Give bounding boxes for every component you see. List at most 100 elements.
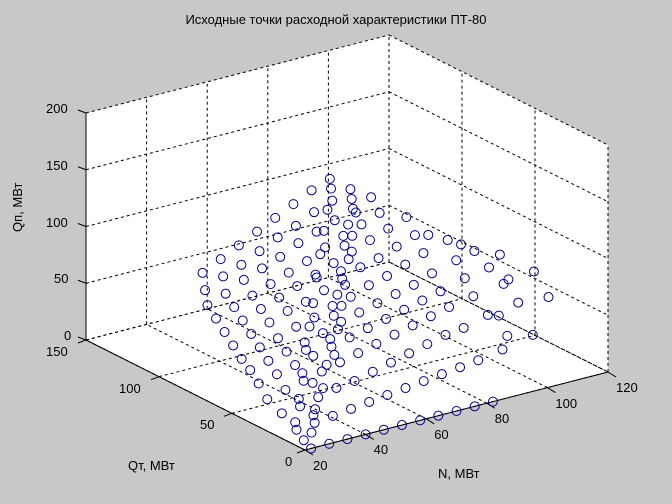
data-point [382, 271, 393, 282]
z-tick-label: 0 [64, 328, 72, 343]
y-tick-label: 100 [119, 380, 141, 396]
data-point [290, 220, 301, 231]
data-point [527, 329, 538, 340]
grid-z-right [388, 91, 609, 203]
data-point [327, 410, 338, 421]
data-point [354, 307, 365, 318]
data-point [339, 240, 350, 251]
data-point [382, 390, 393, 401]
data-point [355, 262, 366, 273]
data-point [391, 241, 402, 252]
data-point [440, 329, 451, 340]
data-point [281, 346, 292, 357]
data-point [311, 226, 322, 237]
z-tick [77, 336, 87, 341]
data-point [245, 365, 256, 376]
data-point [326, 183, 337, 194]
data-point [456, 239, 467, 250]
data-point [372, 298, 383, 309]
x-axis-label: N, МВт [438, 466, 480, 481]
data-point [293, 238, 304, 249]
y-tick [150, 376, 160, 381]
data-point [371, 338, 382, 349]
data-point [374, 207, 385, 218]
data-point [385, 357, 396, 368]
y-tick-label: 0 [285, 454, 293, 469]
data-point [327, 195, 338, 206]
data-point [346, 403, 356, 414]
y-tick [223, 412, 233, 417]
data-point [318, 383, 329, 394]
data-point [233, 240, 244, 251]
data-point [271, 369, 282, 380]
data-point [236, 259, 247, 270]
z-tick [77, 109, 87, 114]
data-point [482, 309, 493, 320]
data-point [400, 259, 411, 270]
data-point [356, 219, 367, 230]
data-point [401, 212, 412, 223]
data-point [262, 394, 273, 405]
data-point [332, 324, 343, 335]
data-point [298, 435, 309, 446]
data-point [345, 291, 356, 302]
data-point [228, 340, 239, 351]
data-point [290, 417, 301, 428]
data-point [335, 266, 346, 277]
data-point [343, 254, 354, 265]
data-point [367, 366, 378, 377]
data-point [350, 207, 361, 218]
z-tick-label: 50 [54, 271, 69, 287]
data-point [328, 258, 339, 269]
data-point [407, 320, 418, 331]
data-point [253, 378, 264, 389]
data-point [320, 242, 331, 253]
x-tick-label: 100 [555, 395, 578, 411]
data-point [306, 185, 317, 196]
data-point [433, 410, 444, 421]
data-point [309, 417, 320, 428]
grid-x-floor [206, 308, 427, 420]
data-point [353, 348, 364, 359]
data-point [274, 292, 285, 303]
data-point [280, 384, 291, 395]
data-point [346, 193, 357, 204]
data-point [417, 295, 428, 306]
data-point [229, 302, 240, 313]
grid-y-floor [158, 298, 463, 378]
z-axis-label: Qп, МВт [10, 182, 25, 232]
data-point [297, 368, 308, 379]
data-point [270, 212, 281, 223]
data-point [487, 396, 498, 407]
data-point [364, 396, 375, 407]
data-point [383, 223, 394, 234]
x-tick-label: 120 [616, 380, 638, 395]
x-tick-label: 60 [434, 426, 449, 442]
data-point [334, 357, 345, 368]
data-point [373, 253, 384, 264]
data-point [309, 207, 320, 218]
data-point [257, 263, 268, 274]
data-point [528, 266, 539, 277]
chart-title: Исходные точки расходной характеристики … [185, 12, 487, 27]
data-point [293, 393, 304, 404]
data-point [252, 226, 263, 237]
data-point [435, 286, 446, 297]
data-point [291, 424, 302, 435]
data-point [423, 229, 434, 240]
grid-z-right [388, 204, 609, 316]
data-point [324, 173, 335, 184]
data-point [306, 427, 317, 438]
scatter-points [197, 173, 554, 454]
data-point [473, 355, 484, 366]
data-point [291, 321, 302, 332]
data-point [246, 328, 257, 339]
data-point [455, 362, 466, 373]
data-point [313, 392, 324, 403]
data-point [263, 355, 274, 366]
data-point [513, 297, 524, 308]
grid-z-left [85, 34, 390, 114]
data-point [276, 408, 287, 419]
data-point [342, 434, 353, 445]
data-point [415, 415, 426, 426]
